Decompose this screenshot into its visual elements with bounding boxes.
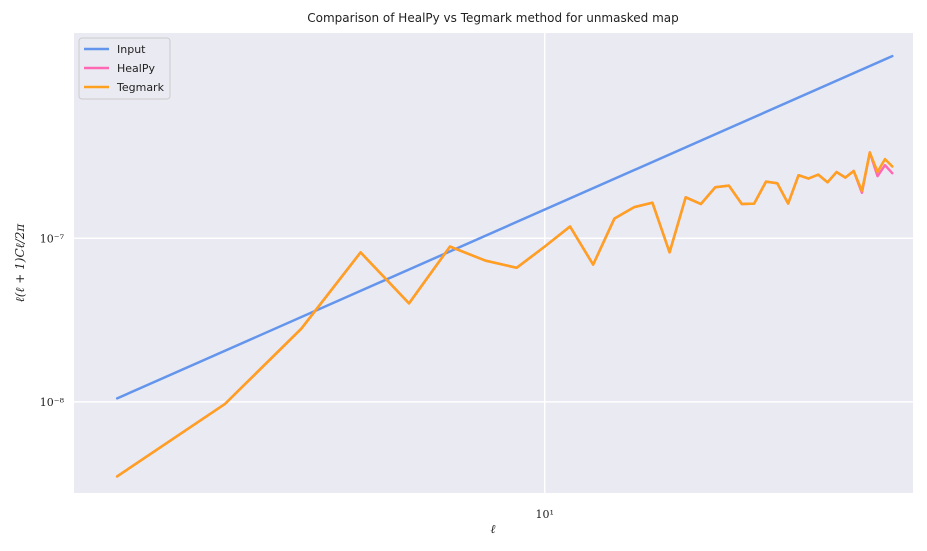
legend-box — [78, 37, 171, 100]
legend-label-healpy: HealPy — [117, 62, 155, 75]
x-axis-ticks: 10¹ — [536, 508, 554, 521]
series-line-tegmark — [115, 151, 894, 478]
y-axis-ticks: 10⁻⁸ 10⁻⁷ — [40, 232, 65, 409]
legend-label-input: Input — [117, 43, 146, 56]
series-lines — [115, 54, 894, 478]
y-axis-label: ℓ(ℓ + 1)Cℓ/2π — [13, 223, 27, 303]
legend-label-tegmark: Tegmark — [116, 81, 165, 94]
chart-title: Comparison of HealPy vs Tegmark method f… — [307, 11, 678, 25]
legend-items: Input HealPy Tegmark — [84, 43, 165, 94]
series-line-input — [115, 54, 894, 400]
y-tick-label: 10⁻⁸ — [40, 396, 65, 409]
plot-area — [74, 33, 913, 493]
x-tick-label: 10¹ — [536, 508, 554, 521]
x-axis-label: ℓ — [491, 522, 496, 536]
gridlines — [74, 33, 913, 493]
legend: Input HealPy Tegmark — [78, 37, 171, 100]
y-tick-label: 10⁻⁷ — [40, 232, 65, 245]
